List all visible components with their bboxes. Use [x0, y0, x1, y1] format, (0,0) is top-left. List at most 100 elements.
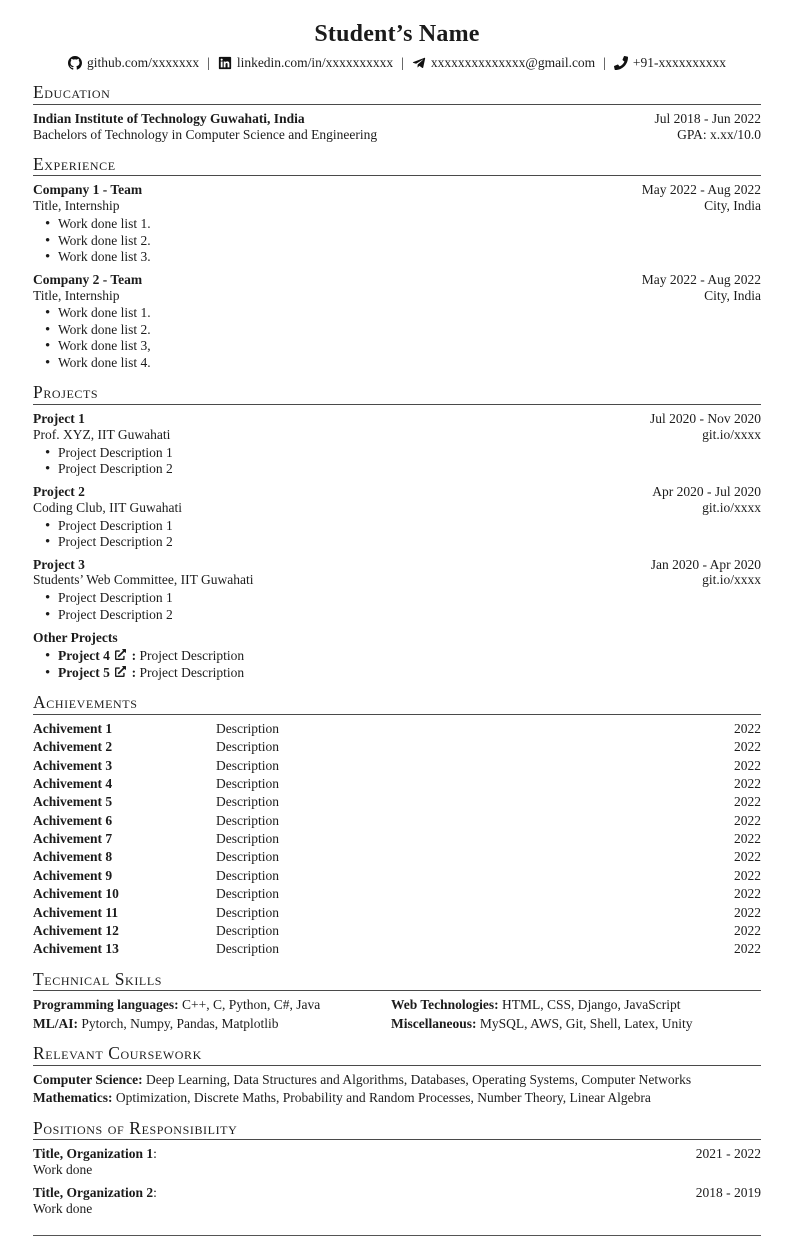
experience-dates: May 2022 - Aug 2022 — [641, 182, 761, 198]
other-project-name[interactable]: Project 4 — [58, 648, 110, 664]
project-name: Project 3 — [33, 556, 85, 572]
github-icon — [67, 56, 82, 70]
linkedin-link[interactable]: linkedin.com/in/xxxxxxxxxx — [218, 55, 393, 71]
contact-separator: | — [401, 55, 404, 71]
other-projects-heading: Other Projects — [33, 630, 118, 646]
achievement-row: Achivement 10 Description 2022 — [33, 886, 761, 902]
achievement-row: Achivement 2 Description 2022 — [33, 739, 761, 755]
achievement-description: Description — [216, 886, 279, 902]
achievement-year: 2022 — [734, 812, 761, 828]
skill-label: Web Technologies: — [391, 997, 499, 1013]
bullet-item: Project Description 2 — [45, 533, 761, 552]
other-project-name[interactable]: Project 5 — [58, 664, 110, 680]
achievement-row: Achivement 1 Description 2022 — [33, 721, 761, 737]
position-title: Title, Organization 1: — [33, 1146, 157, 1162]
bullet-item: Project Description 1 — [45, 517, 761, 536]
project-org: Students’ Web Committee, IIT Guwahati — [33, 572, 254, 588]
project-dates: Apr 2020 - Jul 2020 — [652, 483, 761, 499]
project-link[interactable]: git.io/xxxx — [702, 499, 761, 515]
bullet-item: Work done list 3, — [45, 337, 761, 356]
bullet-item: Project Description 2 — [45, 460, 761, 479]
project-link[interactable]: git.io/xxxx — [702, 426, 761, 442]
achievement-name: Achivement 4 — [33, 775, 113, 791]
achievement-name: Achivement 9 — [33, 867, 113, 883]
project-name: Project 2 — [33, 483, 85, 499]
achievement-year: 2022 — [734, 922, 761, 938]
section-achievements: Achievements Achivement 1 Description 20… — [33, 692, 761, 957]
education-dates: Jul 2018 - Jun 2022 — [654, 110, 761, 126]
email-link[interactable]: xxxxxxxxxxxxxx@gmail.com — [412, 55, 595, 71]
achievement-name: Achivement 1 — [33, 720, 113, 736]
achievement-name: Achivement 13 — [33, 941, 119, 957]
github-text: github.com/xxxxxxx — [86, 55, 200, 71]
achievement-row: Achivement 4 Description 2022 — [33, 776, 761, 792]
position-entry: Title, Organization 2: 2018 - 2019 Work … — [33, 1185, 761, 1218]
project-link[interactable]: git.io/xxxx — [702, 572, 761, 588]
achievement-year: 2022 — [734, 757, 761, 773]
achievement-year: 2022 — [734, 904, 761, 920]
achievement-description: Description — [216, 922, 279, 938]
project-org: Prof. XYZ, IIT Guwahati — [33, 426, 171, 442]
achievement-description: Description — [216, 794, 279, 810]
phone-text: +91-xxxxxxxxxx — [632, 55, 726, 71]
achievement-description: Description — [216, 831, 279, 847]
section-projects: Projects Project 1 Jul 2020 - Nov 2020 P… — [33, 382, 761, 683]
github-link[interactable]: github.com/xxxxxxx — [67, 55, 200, 71]
achievement-description: Description — [216, 904, 279, 920]
bullet-item: Project Description 1 — [45, 444, 761, 463]
section-coursework: Relevant Coursework Computer Science: De… — [33, 1043, 761, 1107]
bullet-item: Project Description 2 — [45, 606, 761, 625]
education-degree: Bachelors of Technology in Computer Scie… — [33, 126, 378, 142]
phone-link[interactable]: +91-xxxxxxxxxx — [613, 55, 726, 71]
position-entry: Title, Organization 1: 2021 - 2022 Work … — [33, 1146, 761, 1179]
page-title: Student’s Name — [314, 21, 480, 47]
project-entry: Project 2 Apr 2020 - Jul 2020 Coding Clu… — [33, 483, 761, 552]
coursework-value: Optimization, Discrete Maths, Probabilit… — [115, 1090, 651, 1106]
skill-label: Miscellaneous: — [391, 1015, 477, 1031]
experience-bullets: Work done list 1. Work done list 2. Work… — [45, 304, 761, 373]
position-name: Title, Organization 1 — [33, 1146, 154, 1162]
other-project-description: Project Description — [139, 664, 245, 680]
experience-location: City, India — [704, 287, 761, 303]
coursework-heading: Relevant Coursework — [33, 1043, 761, 1066]
achievement-year: 2022 — [734, 886, 761, 902]
bullet-item: Work done list 4. — [45, 354, 761, 373]
skills-grid: Programming languages: C++, C, Python, C… — [33, 997, 761, 1032]
other-project-colon: : — [131, 664, 137, 680]
achievement-name: Achivement 6 — [33, 812, 113, 828]
position-detail: Work done — [33, 1162, 93, 1178]
experience-heading: Experience — [33, 154, 761, 177]
achievement-row: Achivement 12 Description 2022 — [33, 923, 761, 939]
positions-heading: Positions of Responsibility — [33, 1118, 761, 1141]
skill-value: HTML, CSS, Django, JavaScript — [502, 997, 681, 1013]
skill-value: Pytorch, Numpy, Pandas, Matplotlib — [81, 1015, 279, 1031]
telegram-icon — [412, 56, 426, 70]
external-link-icon[interactable] — [115, 648, 127, 661]
position-colon: : — [153, 1185, 157, 1201]
skill-label: Programming languages: — [33, 997, 179, 1013]
company-name: Company 2 - Team — [33, 271, 143, 287]
achievement-row: Achivement 8 Description 2022 — [33, 849, 761, 865]
experience-dates: May 2022 - Aug 2022 — [641, 271, 761, 287]
contact-separator: | — [207, 55, 210, 71]
experience-entry: Company 2 - Team May 2022 - Aug 2022 Tit… — [33, 271, 761, 373]
achievements-heading: Achievements — [33, 692, 761, 715]
achievement-year: 2022 — [734, 794, 761, 810]
achievement-description: Description — [216, 812, 279, 828]
achievement-year: 2022 — [734, 941, 761, 957]
project-org: Coding Club, IIT Guwahati — [33, 499, 182, 515]
section-technical-skills: Technical Skills Programming languages: … — [33, 969, 761, 1033]
bullet-item: Work done list 2. — [45, 321, 761, 340]
achievement-row: Achivement 6 Description 2022 — [33, 813, 761, 829]
achievement-name: Achivement 8 — [33, 849, 113, 865]
external-link-icon[interactable] — [115, 665, 127, 677]
achievement-description: Description — [216, 849, 279, 865]
coursework-value: Deep Learning, Data Structures and Algor… — [145, 1071, 692, 1087]
achievement-year: 2022 — [734, 775, 761, 791]
email-text: xxxxxxxxxxxxxx@gmail.com — [430, 55, 596, 71]
experience-entry: Company 1 - Team May 2022 - Aug 2022 Tit… — [33, 182, 761, 267]
other-project-item: Project 5 : Project Description — [45, 664, 761, 683]
achievement-row: Achivement 7 Description 2022 — [33, 831, 761, 847]
coursework-list: Computer Science: Deep Learning, Data St… — [33, 1072, 761, 1107]
education-heading: Education — [33, 82, 761, 105]
